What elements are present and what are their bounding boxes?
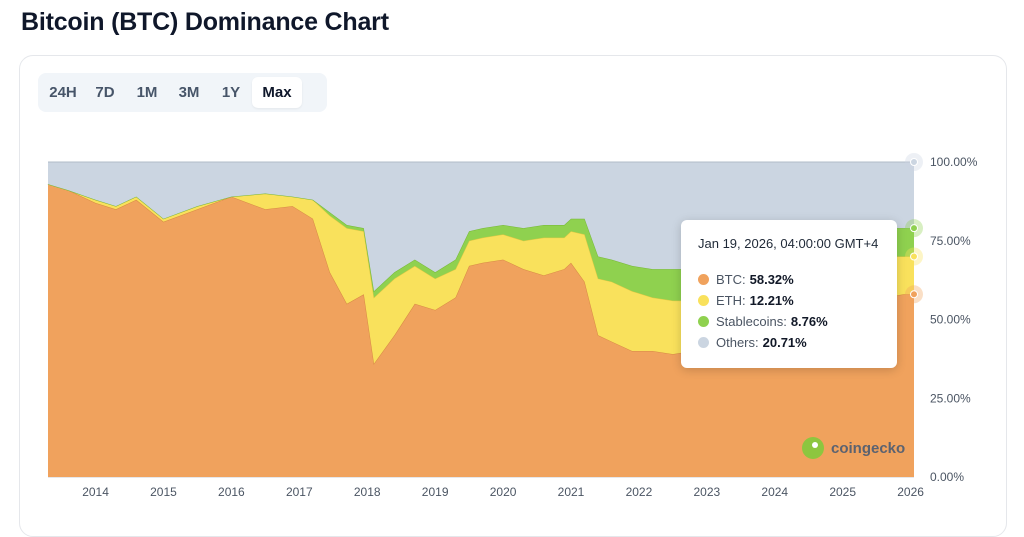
page-title: Bitcoin (BTC) Dominance Chart [21,8,389,36]
highlight-dot-btc [910,290,918,299]
highlight-dot-eth [910,252,918,261]
x-tick-label: 2024 [761,485,788,499]
x-tick-label: 2020 [490,485,517,499]
x-tick-label: 2016 [218,485,245,499]
tooltip-label: BTC: [716,271,746,287]
y-tick-label: 75.00% [930,234,971,248]
tooltip-value: 58.32% [749,271,794,287]
x-tick-label: 2017 [286,485,313,499]
tooltip-value: 20.71% [762,334,807,350]
coingecko-logo-icon [802,437,824,459]
x-tick-label: 2021 [558,485,585,499]
x-tick-label: 2026 [897,485,924,499]
tooltip-label: Stablecoins: [716,313,787,329]
range-tab-7d[interactable]: 7D [95,84,115,101]
tooltip-row-stablecoins: Stablecoins: 8.76% [698,311,897,331]
x-tick-label: 2025 [829,485,856,499]
x-tick-label: 2018 [354,485,381,499]
tooltip-row-eth: ETH: 12.21% [698,290,897,310]
x-tick-label: 2019 [422,485,449,499]
highlight-dot-others [910,158,918,166]
y-tick-label: 25.00% [930,391,971,405]
tooltip-value: 8.76% [790,313,828,329]
watermark-text: coingecko [831,439,906,457]
range-tab-1y[interactable]: 1Y [221,84,241,101]
tooltip-label: ETH: [716,292,746,308]
coingecko-watermark: coingecko [802,437,905,459]
tooltip-row-btc: BTC: 58.32% [698,269,897,289]
stablecoins-dot-icon [698,315,709,327]
y-tick-label: 50.00% [930,313,971,327]
others-dot-icon [698,336,709,348]
tooltip-date: Jan 19, 2026, 04:00:00 GMT+4 [698,236,879,251]
x-tick-label: 2014 [82,485,109,499]
tooltip-label: Others: [716,334,759,350]
eth-dot-icon [698,294,709,306]
range-selector: 24H 7D 1M 3M 1Y Max [38,73,327,112]
y-tick-label: 100.00% [930,155,978,169]
area-series-btc [48,184,914,477]
btc-dot-icon [698,273,709,285]
highlight-dot-stablecoins [910,224,918,233]
range-tab-3m[interactable]: 3M [178,84,200,101]
range-tab-24h[interactable]: 24H [49,84,77,101]
x-tick-label: 2022 [626,485,653,499]
x-tick-label: 2015 [150,485,177,499]
tooltip-value: 12.21% [749,292,794,308]
x-tick-label: 2023 [693,485,720,499]
range-tab-1m[interactable]: 1M [136,84,158,101]
y-tick-label: 0.00% [930,470,964,484]
range-tab-max[interactable]: Max [252,77,302,108]
chart-tooltip: Jan 19, 2026, 04:00:00 GMT+4 BTC: 58.32%… [681,220,897,368]
tooltip-row-others: Others: 20.71% [698,332,897,352]
